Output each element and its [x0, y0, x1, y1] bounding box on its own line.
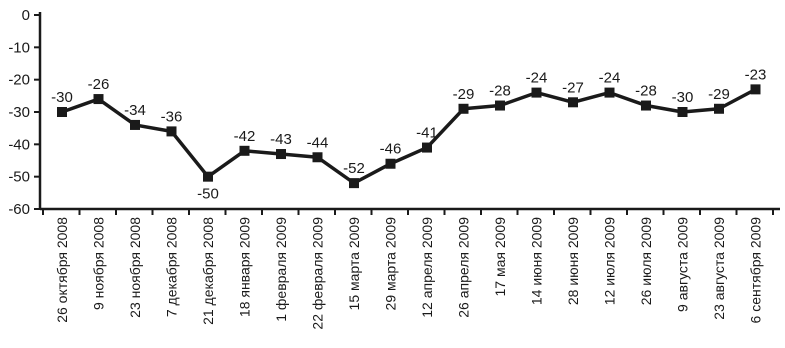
data-label: -26	[88, 76, 110, 93]
y-tick-label: -20	[8, 72, 30, 89]
data-point-marker	[714, 103, 724, 114]
data-label: -36	[161, 108, 183, 125]
y-tick-label: 0	[22, 7, 30, 24]
data-label: -52	[343, 160, 365, 177]
data-label: -30	[672, 89, 694, 106]
data-label: -29	[708, 86, 730, 103]
x-tick-label: 15 марта 2009	[346, 217, 362, 311]
data-label: -46	[380, 141, 402, 158]
data-label: -41	[416, 125, 438, 142]
data-point-marker	[166, 126, 177, 137]
y-tick-label: -10	[8, 39, 30, 56]
data-point-marker	[604, 87, 615, 98]
data-point-marker	[312, 152, 323, 163]
x-tick-label: 17 мая 2009	[492, 217, 508, 297]
x-tick-label: 26 апреля 2009	[456, 217, 472, 318]
data-point-marker	[568, 97, 578, 108]
y-tick-label: -30	[8, 104, 30, 121]
data-label: -30	[51, 89, 73, 106]
data-label: -28	[635, 83, 657, 100]
x-tick-label: 28 июня 2009	[565, 217, 581, 305]
data-point-marker	[203, 171, 213, 182]
data-label: -23	[745, 66, 767, 83]
x-tick-label: 26 октября 2008	[54, 217, 70, 323]
data-point-marker	[531, 87, 542, 98]
x-tick-label: 23 ноября 2008	[127, 217, 143, 318]
x-tick-label: 14 июня 2009	[529, 217, 545, 305]
x-tick-label: 1 февраля 2009	[273, 217, 289, 322]
data-label: -50	[197, 186, 219, 203]
data-labels: -30-26-34 -36-50-42 -43 -44-52-46-41-29 -28-…	[51, 66, 766, 202]
series-layer	[57, 84, 761, 189]
data-label: -42	[234, 128, 256, 145]
data-point-marker	[495, 100, 505, 111]
data-point-marker	[239, 145, 250, 156]
x-tick-label: 26 июля 2009	[638, 217, 654, 305]
data-label: -34	[124, 102, 146, 119]
x-tick-label: 12 июля 2009	[602, 217, 618, 305]
x-tick-label: 22 февраля 2009	[310, 217, 326, 330]
x-tick-label: 9 ноября 2008	[91, 217, 107, 310]
y-tick-label: -50	[8, 169, 30, 186]
x-tick-label: 18 января 2009	[237, 217, 253, 317]
data-label: -43	[270, 131, 292, 148]
data-point-marker	[385, 158, 396, 169]
data-point-marker	[750, 84, 761, 95]
series-line	[61, 87, 757, 185]
x-tick-label: 12 апреля 2009	[419, 217, 435, 318]
data-label: -24	[526, 70, 548, 87]
data-label: -27	[562, 79, 584, 96]
x-tick-label: 9 августа 2009	[675, 217, 691, 312]
x-tick-label: 7 декабря 2008	[164, 217, 180, 317]
axes: 0 -10 -20 -30 -40 -50 -60 26 октября 2008 9 нояб…	[8, 7, 785, 330]
data-point-marker	[677, 107, 688, 117]
data-label: -29	[453, 86, 475, 103]
data-point-marker	[130, 119, 140, 130]
y-tick-label: -60	[8, 201, 30, 218]
data-label: -28	[489, 83, 511, 100]
x-tick-label: 21 декабря 2008	[200, 217, 216, 325]
y-tick-label: -40	[8, 136, 30, 153]
data-point-marker	[57, 107, 67, 117]
data-point-marker	[422, 142, 432, 153]
data-label: -24	[599, 70, 621, 87]
data-point-marker	[641, 100, 651, 111]
data-point-marker	[276, 149, 286, 160]
x-tick-label: 29 марта 2009	[383, 217, 399, 311]
data-point-marker	[93, 94, 104, 105]
data-point-marker	[349, 178, 359, 189]
x-tick-label: 6 сентября 2009	[748, 217, 764, 324]
data-label: -44	[307, 134, 329, 151]
x-tick-label: 23 августа 2009	[711, 217, 727, 320]
data-point-marker	[458, 103, 469, 114]
